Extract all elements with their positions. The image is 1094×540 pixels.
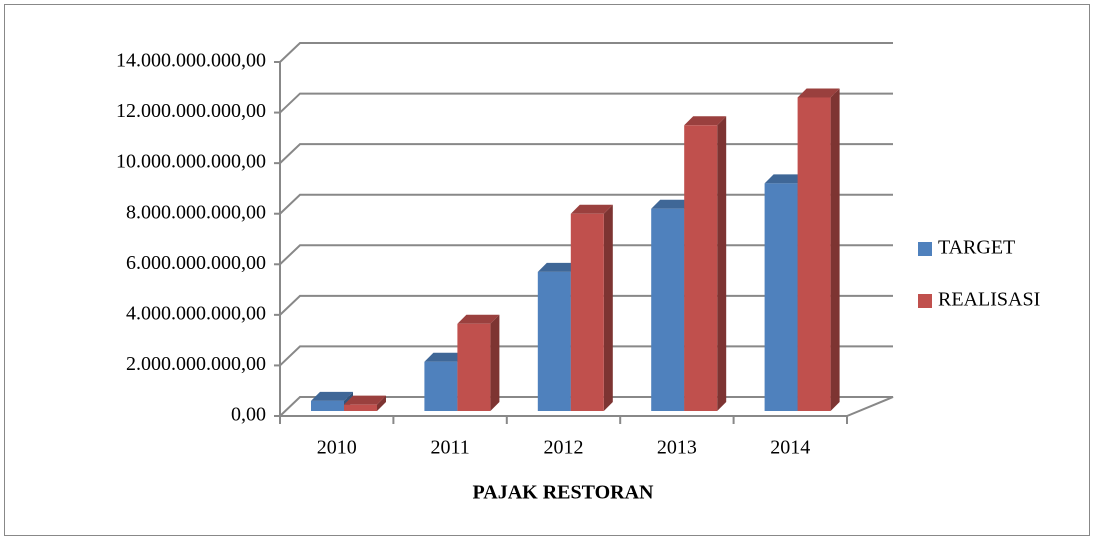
bar-top <box>684 116 727 126</box>
legend-label: TARGET <box>938 237 1015 259</box>
bar <box>311 400 344 411</box>
grid-line <box>279 42 893 63</box>
bar <box>424 361 458 411</box>
bar <box>537 271 571 411</box>
bar <box>797 97 831 411</box>
bar <box>344 404 377 411</box>
bar-top <box>344 395 386 405</box>
y-tick-label: 4.000.000.000,00 <box>126 302 266 324</box>
y-tick-label: 14.000.000.000,00 <box>116 50 266 72</box>
x-tick-label: 2011 <box>430 437 469 459</box>
bar <box>570 213 604 411</box>
bar <box>684 125 718 412</box>
bar-side <box>830 88 840 411</box>
legend-swatch <box>918 242 932 256</box>
floor <box>277 396 894 417</box>
bar-top <box>537 262 580 272</box>
y-tick-label: 12.000.000.000,00 <box>116 100 266 122</box>
bar <box>764 183 798 411</box>
bar-top <box>424 352 467 362</box>
x-tick-label: 2014 <box>770 437 810 459</box>
bar-side <box>717 116 727 412</box>
bar-top <box>797 88 840 98</box>
x-tick-label: 2013 <box>657 437 697 459</box>
y-tick-label: 2.000.000.000,00 <box>126 353 266 375</box>
bar <box>457 323 491 411</box>
bar-top <box>764 174 807 184</box>
bar-top <box>651 199 694 209</box>
bar-side <box>490 314 500 411</box>
bar-top <box>570 204 613 214</box>
legend-swatch <box>918 294 932 308</box>
legend-label: REALISASI <box>938 289 1040 311</box>
bar-side <box>603 204 613 411</box>
y-tick-label: 0,00 <box>231 404 266 426</box>
x-tick-label: 2010 <box>317 437 357 459</box>
y-tick-label: 6.000.000.000,00 <box>126 252 266 274</box>
bar <box>651 208 685 411</box>
x-axis-label: PAJAK RESTORAN <box>473 482 655 504</box>
grid-line <box>279 92 893 114</box>
bar-top <box>311 391 353 401</box>
y-tick-label: 10.000.000.000,00 <box>116 151 266 173</box>
y-tick-label: 8.000.000.000,00 <box>126 201 266 223</box>
bar-side <box>377 395 386 411</box>
bar-top <box>457 314 500 324</box>
x-tick-label: 2012 <box>544 437 584 459</box>
